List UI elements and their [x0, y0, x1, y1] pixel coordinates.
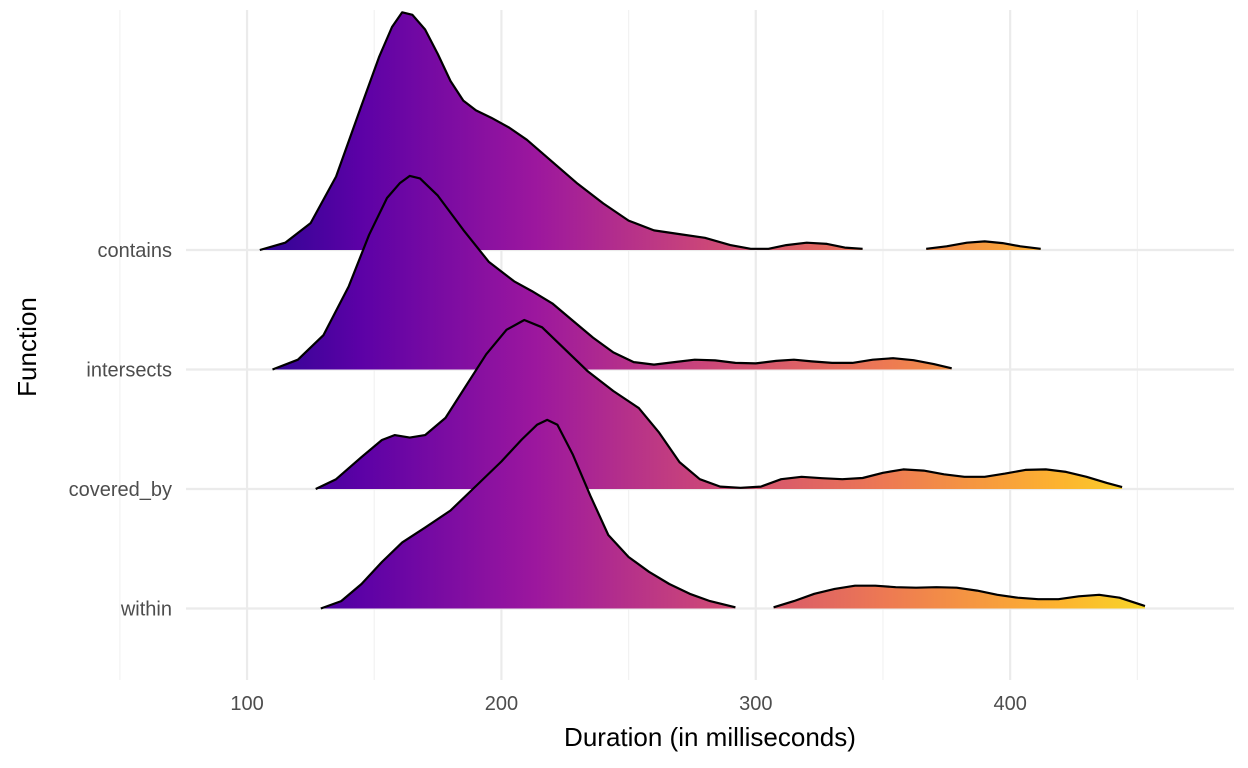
- ridge-fill: [320, 419, 736, 609]
- ridge-series: [259, 11, 1146, 610]
- x-tick-label: 400: [993, 693, 1026, 715]
- ridge-outline: [259, 11, 863, 252]
- ridge-outline: [926, 240, 1041, 250]
- ridge-fill: [259, 12, 863, 250]
- x-tick-label: 100: [230, 693, 263, 715]
- ridge-intersects: [272, 174, 952, 371]
- y-tick-label: contains: [98, 240, 173, 262]
- x-tick-label: 300: [739, 693, 772, 715]
- x-tick-label: 200: [485, 693, 518, 715]
- ridge-contains: [259, 11, 1041, 252]
- ridge-outline: [320, 418, 736, 610]
- ridge-outline: [272, 174, 952, 371]
- ridge-within: [320, 418, 1146, 610]
- ridge-outline: [773, 584, 1146, 609]
- ridge-fill: [926, 241, 1041, 250]
- y-tick-label: within: [120, 599, 172, 621]
- grid: [119, 10, 1234, 680]
- x-axis-title: Duration (in milliseconds): [564, 722, 856, 752]
- x-axis-tick-labels: 100 200 300 400: [230, 693, 1026, 715]
- ridge-outline: [315, 318, 1123, 490]
- y-tick-label: intersects: [86, 360, 172, 382]
- y-tick-label: covered_by: [69, 479, 172, 501]
- ridge-fill: [272, 175, 952, 370]
- ridge-fill: [773, 585, 1145, 609]
- y-axis-title: Function: [12, 297, 42, 397]
